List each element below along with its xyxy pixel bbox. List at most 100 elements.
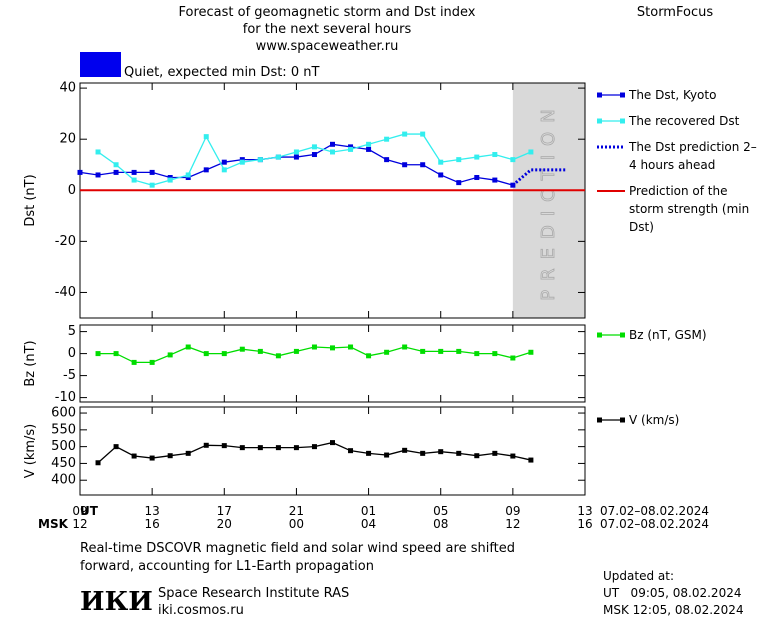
marker <box>113 162 119 168</box>
quiet-label: Quiet, expected min Dst: 0 nT <box>124 65 319 80</box>
marker <box>456 157 462 163</box>
legend-label: The Dst, Kyoto <box>629 88 717 102</box>
legend-label: The recovered Dst <box>629 114 740 128</box>
marker <box>311 152 317 158</box>
updated-msk: MSK 12:05, 08.02.2024 <box>603 603 744 617</box>
marker <box>420 450 426 456</box>
marker <box>185 344 191 350</box>
y-tick-label: -20 <box>55 234 76 249</box>
marker <box>95 460 101 466</box>
logo: ИКИ <box>80 587 153 617</box>
x-tick-label: 21 <box>289 504 304 518</box>
marker <box>420 162 426 168</box>
marker <box>167 175 173 181</box>
marker <box>438 159 444 165</box>
x-tick-label: 08 <box>433 517 448 531</box>
y-tick-label: -40 <box>55 285 76 300</box>
marker <box>492 450 498 456</box>
marker <box>77 169 83 175</box>
y-tick-label: 20 <box>59 132 76 147</box>
y-tick-label: 0 <box>68 183 76 198</box>
legend-marker <box>620 118 625 124</box>
marker <box>113 444 119 450</box>
marker <box>239 445 245 451</box>
legend-label: Bz (nT, GSM) <box>629 328 707 342</box>
marker <box>474 175 480 181</box>
marker <box>257 348 263 354</box>
marker <box>420 131 426 137</box>
x-tick-label: 09 <box>505 504 520 518</box>
marker <box>492 177 498 183</box>
marker <box>492 152 498 158</box>
x-tick-label: 09 <box>72 504 87 518</box>
brand: StormFocus <box>637 5 713 20</box>
x-tick-label: 20 <box>217 517 232 531</box>
marker <box>311 444 317 450</box>
marker <box>528 349 534 355</box>
marker <box>95 351 101 357</box>
note: forward, accounting for L1-Earth propaga… <box>80 559 374 574</box>
marker <box>510 157 516 163</box>
marker <box>167 352 173 358</box>
y-tick-label: 450 <box>51 456 76 471</box>
updated-title: Updated at: <box>603 569 674 583</box>
marker <box>221 159 227 165</box>
legend-marker <box>620 92 625 98</box>
x-tick-label: 05 <box>433 504 448 518</box>
legend-marker <box>620 332 625 338</box>
marker <box>149 169 155 175</box>
marker <box>456 450 462 456</box>
x-tick-label: 04 <box>361 517 376 531</box>
x-tick-label: 13 <box>577 504 592 518</box>
y-tick-label: 40 <box>59 81 76 96</box>
marker <box>366 141 372 147</box>
marker <box>275 154 281 160</box>
y-axis-label: Bz (nT) <box>23 340 38 386</box>
marker <box>167 177 173 183</box>
marker <box>239 157 245 163</box>
marker <box>95 149 101 155</box>
marker <box>185 175 191 181</box>
title: Forecast of geomagnetic storm and Dst in… <box>178 5 475 20</box>
legend-label: V (km/s) <box>629 413 680 427</box>
marker <box>203 442 209 448</box>
marker <box>384 136 390 142</box>
marker <box>348 448 354 454</box>
marker <box>149 455 155 461</box>
legend-marker <box>597 417 602 423</box>
marker <box>510 453 516 459</box>
marker <box>384 157 390 163</box>
x-tick-label: 16 <box>145 517 160 531</box>
marker <box>438 172 444 178</box>
marker <box>330 141 335 147</box>
marker <box>203 351 209 357</box>
quiet-swatch <box>80 52 121 77</box>
legend-marker <box>597 118 602 124</box>
plot-frame <box>79 406 586 496</box>
plot-frame <box>79 82 586 319</box>
marker <box>95 172 101 178</box>
marker <box>474 154 480 160</box>
x-tick-label: 13 <box>145 504 160 518</box>
marker <box>131 169 137 175</box>
marker <box>402 447 408 453</box>
y-tick-label: 0 <box>68 346 76 361</box>
series-line <box>97 133 532 186</box>
marker <box>492 351 498 357</box>
site: iki.cosmos.ru <box>158 603 244 618</box>
series-line <box>511 168 567 187</box>
marker <box>275 445 281 451</box>
marker <box>528 149 534 155</box>
marker <box>402 344 408 350</box>
marker <box>456 180 462 186</box>
marker <box>438 449 444 455</box>
marker <box>257 445 263 451</box>
marker <box>366 146 372 152</box>
marker <box>348 144 354 150</box>
legend-marker <box>620 417 625 423</box>
y-axis-label: Dst (nT) <box>23 174 38 226</box>
marker <box>311 344 317 350</box>
marker <box>131 359 137 365</box>
marker <box>330 345 335 351</box>
